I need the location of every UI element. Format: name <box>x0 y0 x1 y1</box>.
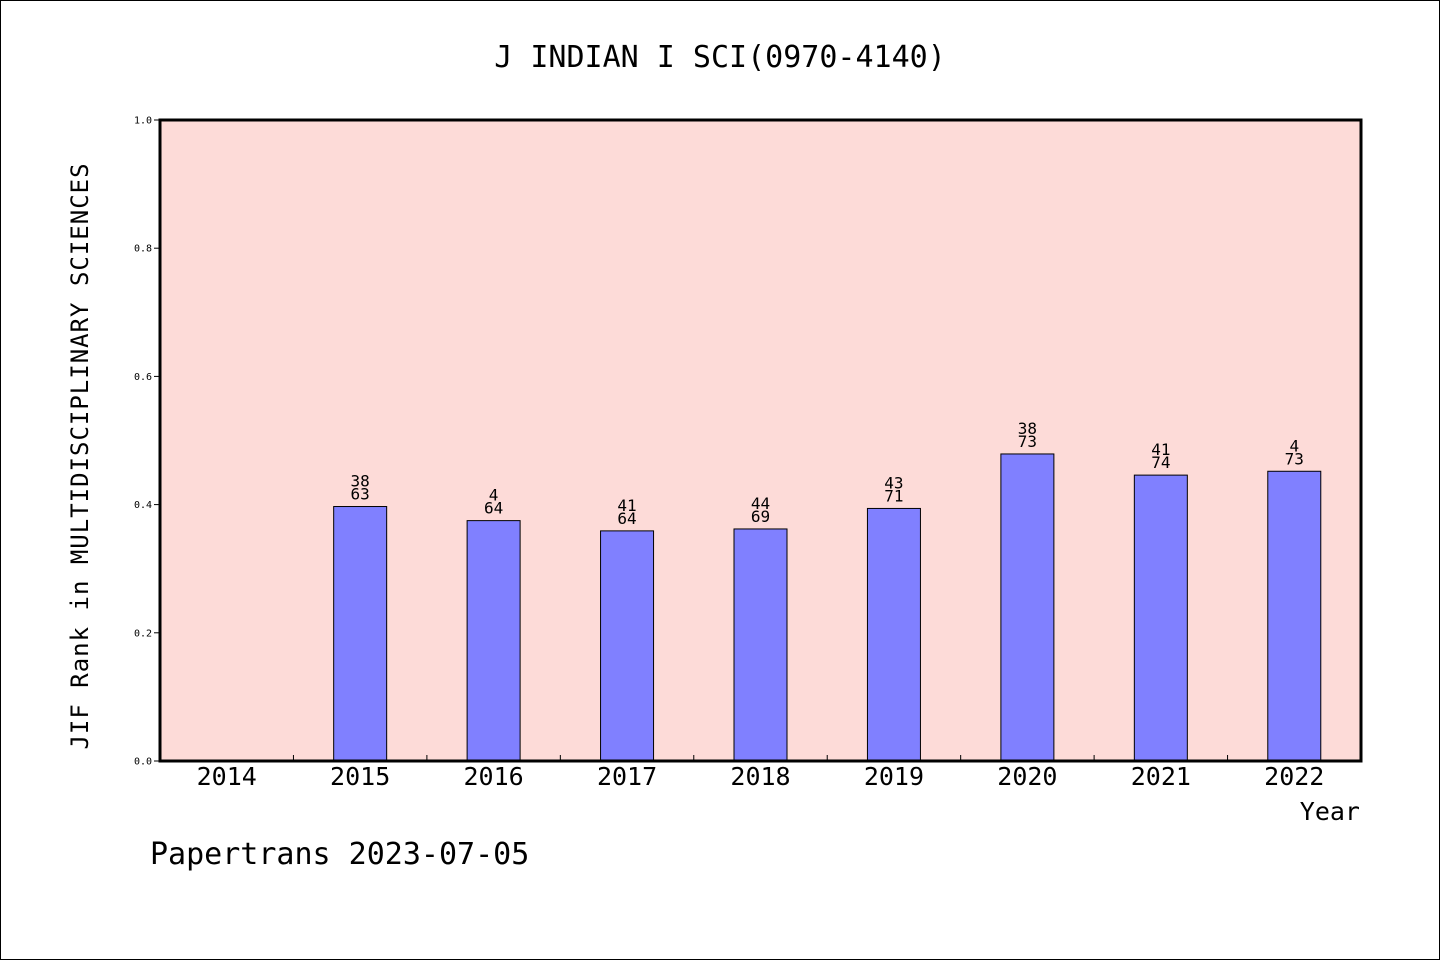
y-tick-label: 0.0 <box>134 757 152 768</box>
bar-2015 <box>333 506 388 762</box>
bar-total-label: 64 <box>484 499 503 518</box>
x-tick-label: 2020 <box>997 762 1057 791</box>
bar-total-label: 73 <box>1018 432 1037 451</box>
plot-border <box>158 118 1363 763</box>
x-axis-label: Year <box>1300 797 1360 826</box>
y-tick-label: 0.2 <box>134 628 152 639</box>
y-tick-label: 1.0 <box>134 116 152 127</box>
x-tick-label: 2015 <box>330 762 390 791</box>
bar-2021 <box>1133 474 1188 762</box>
bar-rank-label: 41 <box>617 496 636 515</box>
bar-2022 <box>1267 470 1322 762</box>
x-tick-label: 2019 <box>864 762 924 791</box>
bar-2018 <box>733 528 788 762</box>
bar-rank-label: 38 <box>1018 419 1037 438</box>
y-axis: 0.0 0.2 0.4 0.6 0.8 1.0 <box>134 116 160 768</box>
bar-rank-label: 41 <box>1151 440 1170 459</box>
bar-2016 <box>466 520 521 762</box>
bar-total-label: 74 <box>1151 453 1170 472</box>
bar-2019 <box>866 507 921 762</box>
x-axis: 2014 2015 2016 2017 2018 2019 2020 2021 2022 <box>197 755 1324 791</box>
bar-rank-label: 4 <box>489 486 499 505</box>
x-tick-label: 2017 <box>597 762 657 791</box>
y-tick-label: 0.8 <box>134 244 152 255</box>
x-tick-label: 2016 <box>464 762 524 791</box>
bar-rank-label: 43 <box>884 473 903 492</box>
bar-rank-label: 44 <box>751 494 770 513</box>
y-axis-label: JIF Rank in MULTIDISCIPLINARY SCIENCES <box>66 162 94 749</box>
x-tick-label: 2018 <box>730 762 790 791</box>
footer-credit: Papertrans 2023-07-05 <box>150 837 529 872</box>
bar-total-label: 64 <box>617 509 636 528</box>
y-tick-label: 0.6 <box>134 372 152 383</box>
chart-title: J INDIAN I SCI(0970-4140) <box>494 40 946 75</box>
x-tick-label: 2022 <box>1264 762 1324 791</box>
bar-rank-label: 4 <box>1289 436 1299 455</box>
bar-2020 <box>1000 453 1055 762</box>
bar-total-label: 73 <box>1285 449 1304 468</box>
bar-total-label: 69 <box>751 507 770 526</box>
bar-2017 <box>600 530 655 762</box>
x-tick-label: 2021 <box>1131 762 1191 791</box>
bar-series <box>333 453 1322 762</box>
bar-rank-label: 38 <box>351 472 370 491</box>
bar-total-label: 71 <box>884 486 903 505</box>
bar-total-label: 63 <box>351 485 370 504</box>
x-tick-label: 2014 <box>197 762 257 791</box>
y-tick-label: 0.4 <box>134 500 152 511</box>
